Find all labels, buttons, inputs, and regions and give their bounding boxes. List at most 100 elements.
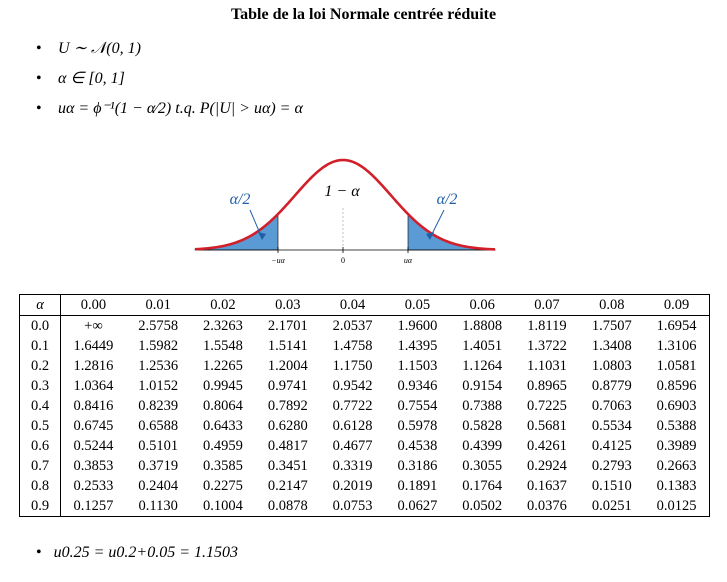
table-cell: 0.6588 — [138, 417, 179, 434]
bullet-quantile-definition: • uα = ϕ⁻¹(1 − α⁄2) t.q. P(|U| > uα) = α — [36, 94, 303, 124]
table-cell: 0.5828 — [462, 417, 503, 434]
table-row: 0.5 0.6745 0.6588 0.6433 0.6280 0.6128 0.5978 0… — [19, 416, 710, 436]
example-footnote: • u0.25 = u0.2+0.05 = 1.1503 — [36, 540, 238, 566]
table-cell: 0.1637 — [527, 477, 567, 494]
table-cell: 0.3719 — [138, 457, 179, 474]
table-cell: 2.5758 — [138, 317, 179, 334]
table-cell: 0.8416 — [73, 397, 114, 414]
tick-label-zero: 0 — [341, 256, 345, 265]
table-corner-cell: α — [19, 294, 61, 316]
table-cell: 1.0364 — [73, 377, 114, 394]
table-cell: 0.2663 — [656, 457, 697, 474]
table-cell: 0.9945 — [203, 377, 243, 394]
table-column-header: 0.06 — [449, 294, 515, 316]
table-cell: 1.4758 — [332, 337, 373, 354]
table-cell: 1.2265 — [203, 357, 243, 374]
table-cell: 1.8119 — [527, 317, 567, 334]
center-area-label: 1 − α — [324, 183, 360, 200]
table-cell: 2.1701 — [267, 317, 308, 334]
table-cell: 0.7063 — [591, 397, 632, 414]
table-cell: 0.4959 — [203, 437, 243, 454]
bullet-text: U ∼ 𝒩(0, 1) — [58, 40, 141, 57]
table-cell: 0.9346 — [397, 377, 438, 394]
table-cell: 0.6433 — [203, 417, 243, 434]
table-cell: 0.7892 — [267, 397, 308, 414]
table-cell: 0.4125 — [591, 437, 632, 454]
table-header-row: α 0.00 0.01 0.02 0.03 0.04 0.05 0.06 0.07 0.08 0.… — [19, 294, 710, 316]
table-cell: 1.4395 — [397, 337, 438, 354]
table-cell: 0.1130 — [138, 497, 178, 514]
table-cell: 0.7554 — [397, 397, 438, 414]
table-column-header: 0.02 — [190, 294, 256, 316]
table-column-header: 0.05 — [384, 294, 450, 316]
table-cell: 0.4538 — [397, 437, 438, 454]
bullet-dot: • — [36, 544, 42, 561]
table-cell: 0.4817 — [267, 437, 308, 454]
table-column-header: 0.04 — [320, 294, 385, 316]
table-cell: 0.7225 — [527, 397, 567, 414]
table-row: 0.8 0.2533 0.2404 0.2275 0.2147 0.2019 0.1891 0… — [19, 476, 710, 496]
table-cell: 0.1257 — [73, 497, 114, 514]
left-arrowhead — [258, 232, 266, 240]
table-cell: 0.3853 — [73, 457, 114, 474]
table-row-header: 0.9 — [19, 496, 61, 517]
table-cell: 1.1503 — [397, 357, 438, 374]
right-arrowhead — [426, 232, 434, 240]
table-cell: 0.5101 — [138, 437, 179, 454]
table-cell: 0.2793 — [591, 457, 632, 474]
table-cell: 0.1891 — [397, 477, 438, 494]
table-row: 0.9 0.1257 0.1130 0.1004 0.0878 0.0753 0.0627 0… — [19, 496, 710, 517]
table-column-header: 0.01 — [125, 294, 191, 316]
bullet-dot: • — [36, 70, 42, 87]
tick-label-u: uα — [404, 256, 413, 265]
table-row: 0.1 1.6449 1.5982 1.5548 1.5141 1.4758 1.4395 1… — [19, 336, 710, 356]
table-cell: 0.2533 — [73, 477, 114, 494]
table-cell: 0.0502 — [462, 497, 503, 514]
table-cell: 1.5141 — [267, 337, 308, 354]
table-cell: 0.0376 — [527, 497, 567, 514]
bullet-distribution: • U ∼ 𝒩(0, 1) — [36, 34, 303, 64]
table-column-header: 0.03 — [255, 294, 321, 316]
table-cell: 0.9542 — [332, 377, 373, 394]
bell-curve — [194, 158, 496, 251]
table-body: 0.0 +∞ 2.5758 2.3263 2.1701 2.0537 1.9600 1.880… — [19, 315, 710, 517]
table-cell: 1.2816 — [73, 357, 114, 374]
table-cell: 0.8064 — [203, 397, 243, 414]
table-cell: 0.0753 — [332, 497, 373, 514]
table-cell: 0.1004 — [203, 497, 243, 514]
table-row-header: 0.4 — [19, 396, 61, 416]
bullet-alpha-range: • α ∈ [0, 1] — [36, 64, 303, 94]
table-cell: 1.3722 — [527, 337, 567, 354]
table-column-header: 0.09 — [644, 294, 710, 316]
table-cell: 0.8779 — [591, 377, 632, 394]
table-cell: 0.9741 — [267, 377, 308, 394]
table-cell: 0.9154 — [462, 377, 503, 394]
definition-list: • U ∼ 𝒩(0, 1) • α ∈ [0, 1] • uα = ϕ⁻¹(1 − α… — [36, 34, 303, 124]
table-cell: 0.0125 — [656, 497, 697, 514]
table-cell: 0.1383 — [656, 477, 697, 494]
table-row-header: 0.6 — [19, 436, 61, 456]
table-cell: 1.3408 — [591, 337, 632, 354]
page-title: Table de la loi Normale centrée réduite — [230, 6, 497, 23]
table-cell: 0.4677 — [332, 437, 373, 454]
table-cell: 0.6745 — [73, 417, 114, 434]
right-tail-label: α/2 — [437, 191, 458, 208]
table-row: 0.4 0.8416 0.8239 0.8064 0.7892 0.7722 0.7554 0… — [19, 396, 710, 416]
table-cell: 0.3989 — [656, 437, 697, 454]
table-cell: 0.6280 — [267, 417, 308, 434]
table-row-header: 0.7 — [19, 456, 61, 476]
table-cell: 0.7722 — [332, 397, 373, 414]
table-row-header: 0.2 — [19, 356, 61, 376]
table-cell: 0.2924 — [527, 457, 567, 474]
left-tail-label: α/2 — [230, 191, 251, 208]
table-cell: 1.1031 — [527, 357, 567, 374]
table-cell: 0.2275 — [203, 477, 243, 494]
table-cell: 0.2147 — [267, 477, 308, 494]
table-cell: 0.8965 — [527, 377, 567, 394]
table-cell: 0.5978 — [397, 417, 438, 434]
table-row: 0.6 0.5244 0.5101 0.4959 0.4817 0.4677 0.4538 0… — [19, 436, 710, 456]
bullet-dot: • — [36, 100, 42, 117]
table-cell: 0.3186 — [397, 457, 438, 474]
table-row: 0.0 +∞ 2.5758 2.3263 2.1701 2.0537 1.9600 1.880… — [19, 315, 710, 336]
table-cell: 1.0581 — [656, 357, 697, 374]
